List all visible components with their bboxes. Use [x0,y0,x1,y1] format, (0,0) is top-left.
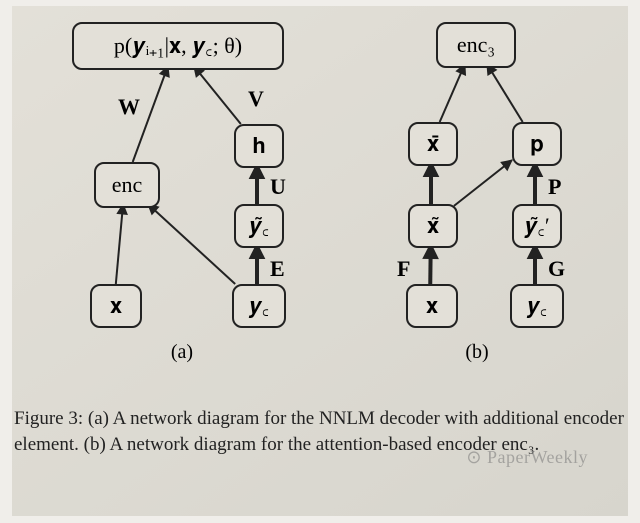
figure-caption: Figure 3: (a) A network diagram for the … [14,406,626,457]
edge-label-G: G [548,256,565,282]
edge-label-V: V [248,86,264,112]
caption-prefix: Figure 3: [14,408,83,429]
node-a_enc: enc [94,162,160,208]
node-label-b_p: 𝐩 [530,131,544,157]
node-a_prob: p(𝒚ᵢ₊₁|𝐱, 𝒚꜀; θ) [72,22,284,70]
node-label-a_ytc: 𝒚̃꜀ [249,213,269,239]
node-b_xt: 𝐱̃ [408,204,458,248]
node-a_x: 𝐱 [90,284,142,328]
node-label-a_yc: 𝒚꜀ [249,293,269,319]
node-b_yc: 𝒚꜀ [510,284,564,328]
edge-label-U: U [270,174,286,200]
node-label-b_xb: 𝐱̄ [427,131,439,157]
node-a_h: 𝐡 [234,124,284,168]
node-b_ytc: 𝒚̃꜀′ [512,204,562,248]
figure-panel: p(𝒚ᵢ₊₁|𝐱, 𝒚꜀; θ) enc 𝐡 𝒚̃꜀ 𝐱 𝒚꜀ enc₃ 𝐱̄ 𝐩 𝐱̃ 𝒚̃꜀′ 𝐱… [12,6,628,516]
node-a_yc: 𝒚꜀ [232,284,286,328]
node-label-b_ytc: 𝒚̃꜀′ [524,213,549,239]
node-label-b_enc3: enc₃ [457,32,495,58]
node-label-a_x: 𝐱 [110,293,122,319]
subfigure-label-b: (b) [457,341,497,364]
node-label-a_enc: enc [112,172,143,198]
edge-a_yc-a_enc [148,204,235,284]
edge-label-F: F [397,256,410,282]
node-label-b_x: 𝐱 [426,293,438,319]
node-b_xb: 𝐱̄ [408,122,458,166]
edge-b_xb-b_enc3 [440,64,465,122]
node-label-a_prob: p(𝒚ᵢ₊₁|𝐱, 𝒚꜀; θ) [114,33,242,59]
edge-a_x-a_enc [116,204,123,284]
node-b_enc3: enc₃ [436,22,516,68]
edge-label-P: P [548,174,561,200]
edge-label-E: E [270,256,285,282]
edge-b_x-b_xt [430,244,431,284]
subfigure-label-a: (a) [162,341,202,364]
edge-b_xt-b_p [454,160,512,206]
node-label-b_yc: 𝒚꜀ [527,293,547,319]
edge-label-W: W [118,94,140,120]
node-label-b_xt: 𝐱̃ [427,213,439,239]
edge-b_p-b_enc3 [487,64,523,122]
node-label-a_h: 𝐡 [252,133,265,159]
node-a_ytc: 𝒚̃꜀ [234,204,284,248]
node-b_x: 𝐱 [406,284,458,328]
caption-body: (a) A network diagram for the NNLM decod… [14,408,624,455]
edge-a_h-a_prob [194,66,241,124]
node-b_p: 𝐩 [512,122,562,166]
